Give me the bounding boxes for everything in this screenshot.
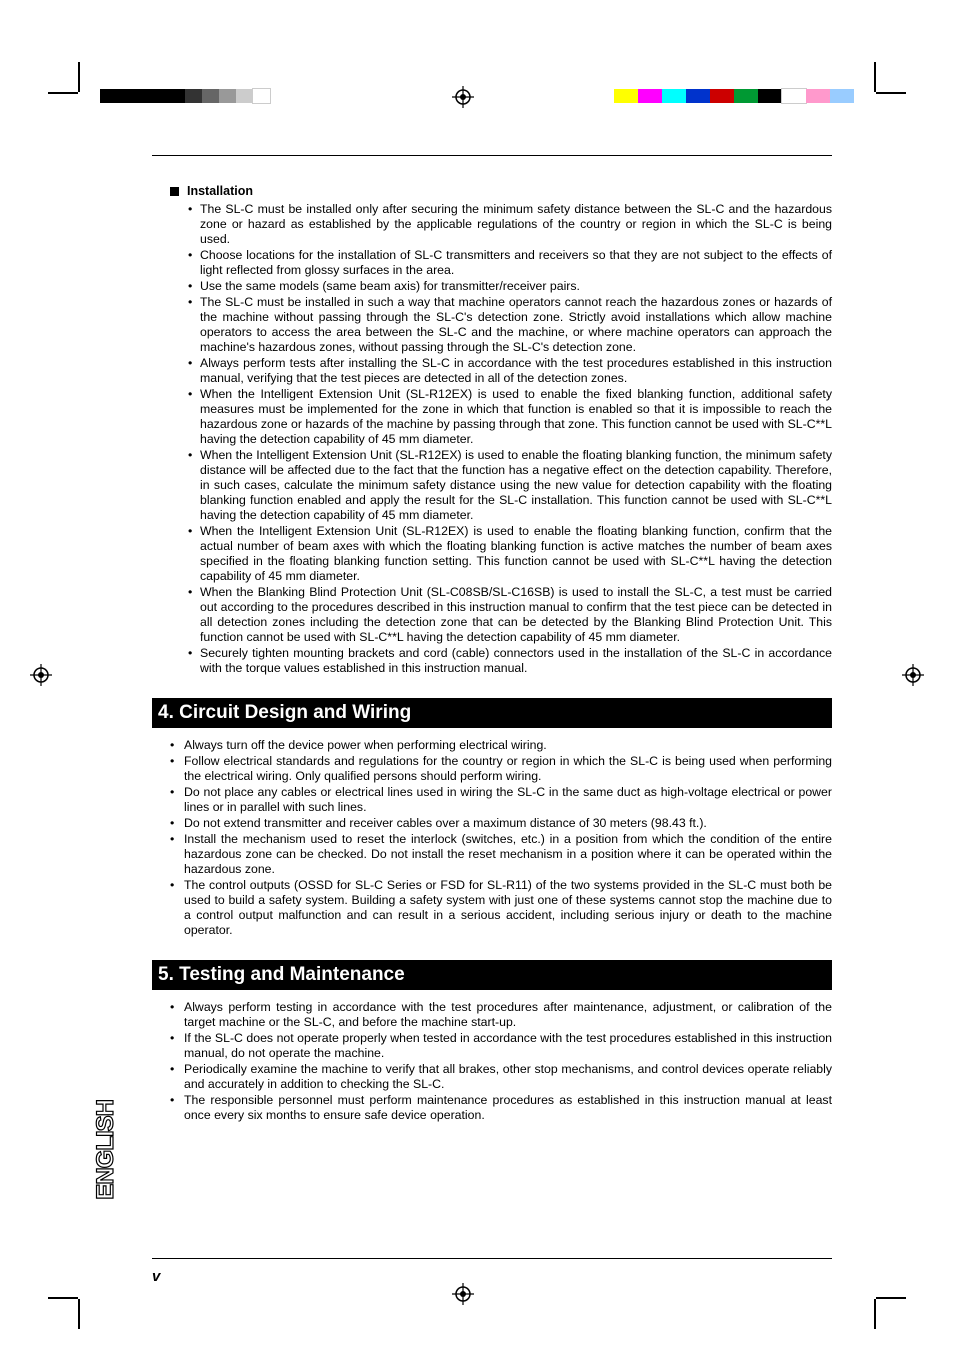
crop-mark xyxy=(78,1299,80,1329)
crop-mark xyxy=(874,1299,876,1329)
installation-list: The SL-C must be installed only after se… xyxy=(188,202,832,676)
list-item: Use the same models (same beam axis) for… xyxy=(188,279,832,294)
section-5-list: Always perform testing in accordance wit… xyxy=(170,1000,832,1123)
list-item: Install the mechanism used to reset the … xyxy=(170,832,832,877)
registration-mark-icon xyxy=(452,86,474,108)
list-item: When the Blanking Blind Protection Unit … xyxy=(188,585,832,645)
swatch xyxy=(638,89,662,103)
swatch xyxy=(117,89,134,103)
swatch xyxy=(100,89,117,103)
swatch xyxy=(806,89,830,103)
list-item: Securely tighten mounting brackets and c… xyxy=(188,646,832,676)
list-item: If the SL-C does not operate properly wh… xyxy=(170,1031,832,1061)
subheading-text: Installation xyxy=(187,184,253,198)
color-bar-left xyxy=(100,89,270,103)
swatch xyxy=(219,89,236,103)
list-item: Always perform testing in accordance wit… xyxy=(170,1000,832,1030)
swatch xyxy=(710,89,734,103)
registration-mark-icon xyxy=(452,1283,474,1305)
list-item: The SL-C must be installed in such a way… xyxy=(188,295,832,355)
swatch xyxy=(151,89,168,103)
page-number: v xyxy=(152,1268,160,1285)
page: Installation The SL-C must be installed … xyxy=(0,0,954,1351)
installation-subheading: Installation xyxy=(170,184,832,198)
crop-mark xyxy=(48,1297,78,1299)
swatch xyxy=(782,89,806,103)
swatch xyxy=(830,89,854,103)
swatch xyxy=(734,89,758,103)
swatch xyxy=(614,89,638,103)
crop-mark xyxy=(874,62,876,92)
list-item: Always perform tests after installing th… xyxy=(188,356,832,386)
crop-mark xyxy=(876,92,906,94)
swatch xyxy=(236,89,253,103)
list-item: Do not place any cables or electrical li… xyxy=(170,785,832,815)
list-item: The control outputs (OSSD for SL-C Serie… xyxy=(170,878,832,938)
swatch xyxy=(686,89,710,103)
crop-mark xyxy=(78,62,80,92)
list-item: When the Intelligent Extension Unit (SL-… xyxy=(188,524,832,584)
crop-mark xyxy=(876,1297,906,1299)
list-item: When the Intelligent Extension Unit (SL-… xyxy=(188,448,832,523)
swatch xyxy=(758,89,782,103)
list-item: Periodically examine the machine to veri… xyxy=(170,1062,832,1092)
swatch xyxy=(185,89,202,103)
list-item: The SL-C must be installed only after se… xyxy=(188,202,832,247)
list-item: Do not extend transmitter and receiver c… xyxy=(170,816,832,831)
section-5-heading: 5. Testing and Maintenance xyxy=(152,960,832,990)
swatch xyxy=(202,89,219,103)
language-tab: ENGLISH xyxy=(92,1100,120,1200)
section-4-heading: 4. Circuit Design and Wiring xyxy=(152,698,832,728)
swatch xyxy=(134,89,151,103)
list-item: When the Intelligent Extension Unit (SL-… xyxy=(188,387,832,447)
content-area: Installation The SL-C must be installed … xyxy=(152,155,832,1124)
color-bar-right xyxy=(614,89,854,103)
swatch xyxy=(662,89,686,103)
footer-rule xyxy=(152,1258,832,1259)
swatch xyxy=(253,89,270,103)
swatch xyxy=(168,89,185,103)
registration-mark-icon xyxy=(30,664,52,686)
registration-mark-icon xyxy=(902,664,924,686)
list-item: Always turn off the device power when pe… xyxy=(170,738,832,753)
square-bullet-icon xyxy=(170,187,179,196)
section-4-list: Always turn off the device power when pe… xyxy=(170,738,832,938)
list-item: Follow electrical standards and regulati… xyxy=(170,754,832,784)
list-item: Choose locations for the installation of… xyxy=(188,248,832,278)
list-item: The responsible personnel must perform m… xyxy=(170,1093,832,1123)
crop-mark xyxy=(48,92,78,94)
